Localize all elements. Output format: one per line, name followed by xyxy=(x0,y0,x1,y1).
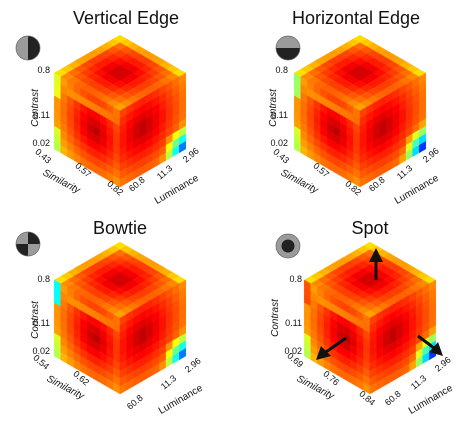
chart-title: Horizontal Edge xyxy=(292,8,420,28)
contrast-tick: 0.02 xyxy=(284,346,302,356)
contrast-tick: 0.8 xyxy=(37,65,50,75)
contrast-tick: 0.8 xyxy=(275,65,288,75)
arrow-up xyxy=(369,248,383,280)
arrow-down-left xyxy=(316,336,347,360)
contrast-tick: 0.8 xyxy=(289,274,302,284)
luminance-tick: 11.3 xyxy=(155,163,174,181)
cube xyxy=(293,34,427,188)
heatmap-cell-right xyxy=(179,348,187,361)
icon-dark-half xyxy=(28,36,40,60)
luminance-tick: 2.96 xyxy=(183,356,203,375)
spot-icon xyxy=(275,233,301,259)
luminance-tick: 11.3 xyxy=(159,373,178,391)
similarity-tick: 0.43 xyxy=(33,147,53,166)
contrast-tick: 0.11 xyxy=(33,318,50,328)
cube xyxy=(303,241,437,395)
contrast-tick: 0.11 xyxy=(271,110,288,120)
icon-dark-half xyxy=(276,48,300,60)
icon-ring xyxy=(275,233,301,259)
similarity-axis-label: Similarity xyxy=(279,167,321,196)
arrow-down-right xyxy=(417,334,443,356)
similarity-axis-label: Similarity xyxy=(41,167,83,196)
similarity-tick: 0.69 xyxy=(285,351,305,370)
similarity-tick: 0.43 xyxy=(271,147,291,166)
contrast-tick: 0.11 xyxy=(285,318,302,328)
contrast-axis-label: Contrast xyxy=(30,300,41,339)
luminance-tick: 11.3 xyxy=(395,163,414,181)
cube xyxy=(53,241,187,395)
luminance-tick: 60.8 xyxy=(383,389,403,408)
contrast-axis-label: Contrast xyxy=(30,88,41,127)
chart-title: Vertical Edge xyxy=(73,8,179,28)
contrast-tick: 0.02 xyxy=(32,138,50,148)
vertical-edge-icon xyxy=(15,35,41,61)
contrast-tick: 0.02 xyxy=(32,346,50,356)
panel-spot: Spot Contrast 0.8 0.11 0.02 0.69 0.76 0.… xyxy=(270,218,455,417)
cube xyxy=(53,34,187,188)
chart-title: Bowtie xyxy=(93,218,147,238)
chart-title: Spot xyxy=(351,218,388,238)
panel-bowtie: Bowtie Contrast 0.8 0.11 0.02 0.54 0.62 … xyxy=(15,218,205,417)
icon-ring xyxy=(15,231,41,257)
icon-ring xyxy=(15,35,41,61)
panel-horizontal-edge: Horizontal Edge Contrast 0.8 0.11 0.02 0… xyxy=(268,8,441,207)
contrast-axis-label: Contrast xyxy=(268,88,279,127)
contrast-tick: 0.8 xyxy=(37,274,50,284)
contrast-axis-label: Contrast xyxy=(270,298,281,337)
heatmap-cell-right xyxy=(419,141,427,154)
luminance-tick: 60.8 xyxy=(125,393,145,412)
luminance-tick: 2.96 xyxy=(433,355,453,374)
contrast-tick: 0.02 xyxy=(270,138,288,148)
bowtie-icon xyxy=(15,231,41,257)
horizontal-edge-icon xyxy=(275,35,301,61)
heatmap-cell-right xyxy=(179,141,187,154)
luminance-tick: 11.3 xyxy=(409,373,428,391)
contrast-tick: 0.11 xyxy=(33,110,50,120)
panel-vertical-edge: Vertical Edge Contrast 0.8 0.11 0.02 0.4… xyxy=(15,8,201,207)
icon-center-spot xyxy=(281,239,295,253)
icon-ring xyxy=(275,35,301,61)
